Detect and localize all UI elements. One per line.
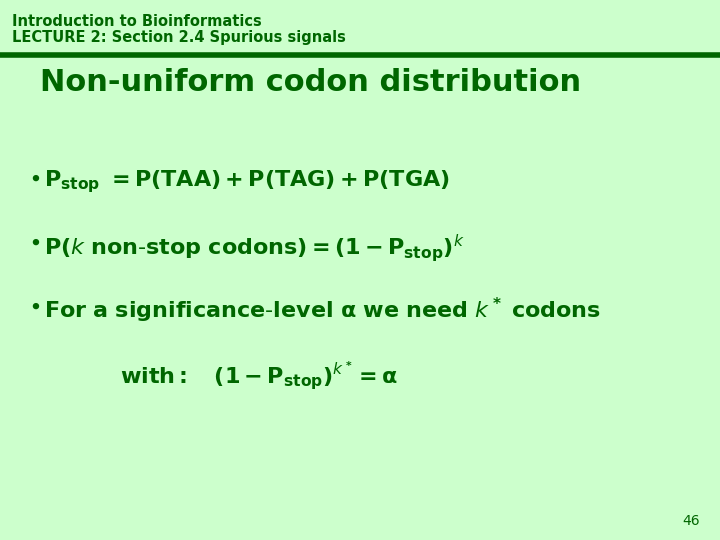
Text: $\mathbf{P(}$$\mathbf{\mathit{k}}$$\mathbf{\ non\text{-}stop\ codons) = (1 - P_{: $\mathbf{P(}$$\mathbf{\mathit{k}}$$\math… bbox=[44, 232, 464, 264]
Text: Introduction to Bioinformatics: Introduction to Bioinformatics bbox=[12, 14, 262, 29]
Text: LECTURE 2: Section 2.4 Spurious signals: LECTURE 2: Section 2.4 Spurious signals bbox=[12, 30, 346, 45]
Text: 46: 46 bbox=[683, 514, 700, 528]
Text: $\bullet$: $\bullet$ bbox=[28, 232, 40, 252]
Text: $\bullet$: $\bullet$ bbox=[28, 168, 40, 188]
Text: $\mathbf{with:\ \ \ (1 - P_{stop})^{\mathit{k}^*} = \alpha}$: $\mathbf{with:\ \ \ (1 - P_{stop})^{\mat… bbox=[120, 360, 397, 393]
Text: $\bullet$: $\bullet$ bbox=[28, 296, 40, 316]
Text: $\mathbf{P_{stop}}$$\mathbf{\ = P(TAA) + P(TAG) + P(TGA)}$: $\mathbf{P_{stop}}$$\mathbf{\ = P(TAA) +… bbox=[44, 168, 450, 195]
Text: Non-uniform codon distribution: Non-uniform codon distribution bbox=[40, 68, 581, 97]
Text: $\mathbf{For\ a\ significance\text{-}level\ \alpha\ we\ need\ \mathit{k}^*\ codo: $\mathbf{For\ a\ significance\text{-}lev… bbox=[44, 296, 600, 325]
